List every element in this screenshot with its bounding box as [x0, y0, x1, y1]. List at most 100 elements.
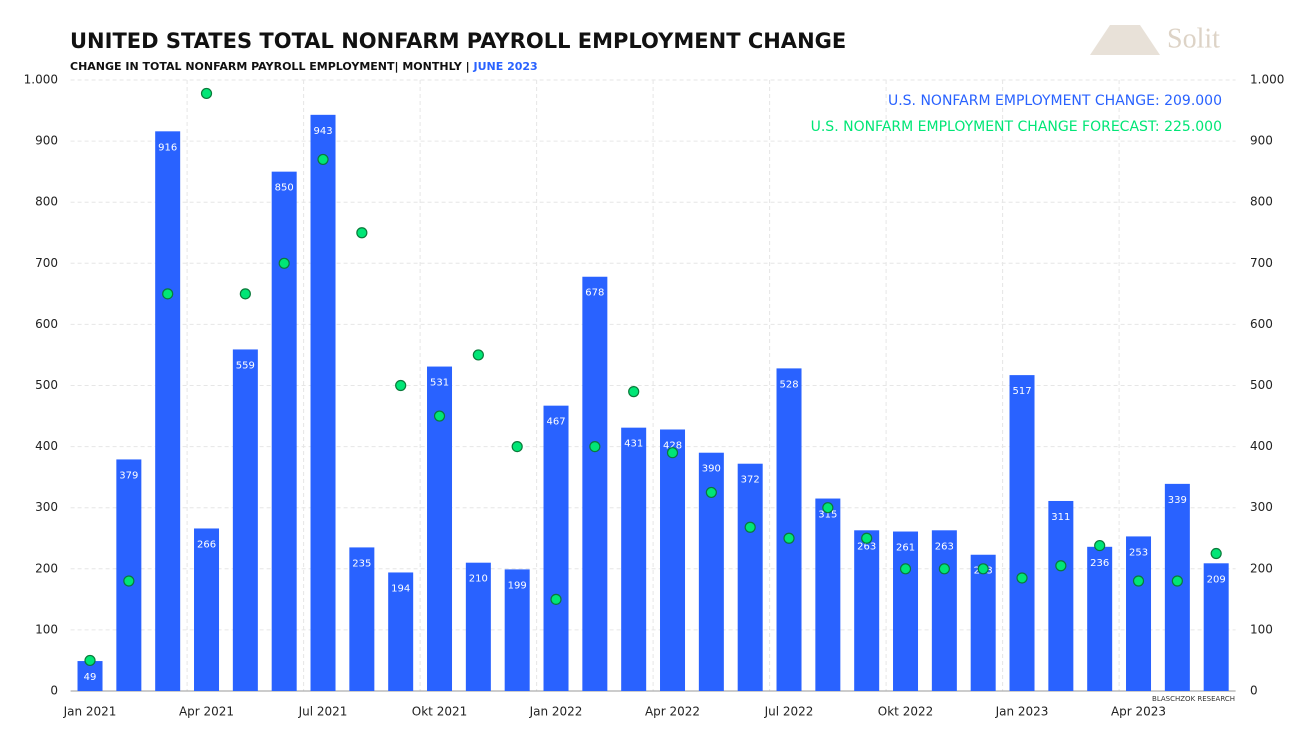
y2-tick-label: 300 [1250, 500, 1273, 514]
y2-tick-label: 500 [1250, 378, 1273, 392]
value-label: 943 [313, 126, 332, 137]
bar [1164, 483, 1190, 691]
y2-tick-label: 600 [1250, 317, 1273, 331]
forecast-dot [1055, 560, 1067, 572]
bar [1009, 375, 1035, 691]
value-label: 263 [935, 541, 954, 552]
subtitle-date: JUNE 2023 [473, 60, 538, 73]
forecast-dot [861, 532, 873, 544]
y-tick-label: 900 [35, 134, 58, 148]
bar [116, 459, 142, 691]
chart-title: UNITED STATES TOTAL NONFARM PAYROLL EMPL… [70, 29, 846, 53]
bar [931, 530, 957, 691]
bar [504, 569, 530, 691]
bar [815, 498, 841, 691]
value-label: 339 [1168, 495, 1187, 506]
y2-tick-label: 200 [1250, 561, 1273, 575]
logo-icon [1090, 25, 1160, 55]
y-tick-label: 0 [50, 684, 58, 698]
x-tick-label: Okt 2022 [878, 705, 933, 719]
bar [1048, 500, 1074, 691]
forecast-dot [511, 441, 523, 453]
forecast-dot [589, 441, 601, 453]
forecast-dot [433, 410, 446, 422]
forecast-dot [84, 654, 96, 667]
forecast-dot [938, 563, 950, 575]
value-label: 678 [585, 288, 604, 299]
value-label: 428 [663, 440, 682, 451]
y2-tick-label: 0 [1250, 684, 1258, 698]
y-tick-label: 700 [35, 256, 58, 270]
x-tick-label: Apr 2023 [1111, 705, 1166, 719]
forecast-dot [899, 563, 912, 575]
forecast-dot [550, 593, 562, 605]
value-label: 372 [741, 475, 760, 486]
forecast-dot [472, 349, 484, 361]
value-label: 263 [857, 541, 876, 552]
legend-entry: U.S. NONFARM EMPLOYMENT CHANGE FORECAST:… [811, 119, 1222, 135]
bar [621, 427, 647, 691]
forecast-dot [705, 486, 717, 499]
bar [1126, 536, 1152, 691]
forecast-dot [162, 288, 174, 300]
forecast-dot [783, 532, 795, 544]
value-label: 311 [1051, 512, 1070, 523]
bar [271, 171, 297, 691]
bar [737, 463, 763, 691]
forecast-dot [1016, 572, 1028, 584]
value-label: 431 [624, 439, 643, 450]
bar [310, 114, 336, 691]
value-label: 379 [119, 470, 138, 481]
y2-tick-label: 700 [1250, 256, 1273, 270]
forecast-dot [1094, 539, 1106, 552]
x-tick-label: Jul 2022 [764, 705, 814, 719]
x-tick-label: Jan 2021 [63, 705, 117, 719]
x-tick-label: Jan 2023 [995, 705, 1049, 719]
subtitle: CHANGE IN TOTAL NONFARM PAYROLL EMPLOYME… [70, 60, 474, 73]
legend-entry: U.S. NONFARM EMPLOYMENT CHANGE: 209.000 [888, 93, 1222, 109]
y2-tick-label: 1.000 [1250, 73, 1284, 87]
bar [893, 531, 919, 691]
forecast-dot [278, 257, 290, 269]
value-label: 528 [779, 379, 798, 390]
value-label: 210 [469, 574, 488, 585]
forecast-dot [628, 386, 640, 398]
bar [543, 405, 569, 691]
forecast-dot [1171, 575, 1183, 587]
forecast-dot [1132, 575, 1145, 587]
value-label: 467 [546, 417, 565, 428]
forecast-dot [666, 447, 679, 459]
forecast-dot [356, 227, 368, 239]
value-label: 390 [702, 464, 721, 475]
bar [582, 276, 608, 691]
value-label: 209 [1207, 574, 1226, 585]
value-label: 517 [1012, 386, 1031, 397]
y-tick-label: 200 [35, 561, 58, 575]
bar [155, 131, 181, 692]
y-tick-label: 1.000 [24, 73, 58, 87]
value-label: 315 [818, 510, 837, 521]
value-label: 199 [508, 580, 527, 591]
y-tick-label: 500 [35, 378, 58, 392]
forecast-dot [239, 288, 251, 300]
value-label: 253 [1129, 547, 1148, 558]
y-tick-label: 300 [35, 500, 58, 514]
value-label: 266 [197, 539, 216, 550]
forecast-dot [123, 575, 135, 587]
y2-tick-label: 100 [1250, 622, 1273, 636]
value-label: 236 [1090, 558, 1109, 569]
bar [660, 429, 686, 691]
forecast-dot [977, 563, 989, 575]
bar [349, 547, 375, 691]
value-label: 194 [391, 583, 410, 594]
y2-tick-label: 400 [1250, 439, 1273, 453]
forecast-dot [317, 153, 329, 166]
bar [465, 562, 491, 691]
x-tick-label: Jan 2022 [529, 705, 583, 719]
x-tick-label: Jul 2021 [298, 705, 348, 719]
x-tick-label: Apr 2021 [179, 705, 234, 719]
value-label: 235 [352, 558, 371, 569]
bar [232, 349, 258, 691]
y-tick-label: 800 [35, 195, 58, 209]
